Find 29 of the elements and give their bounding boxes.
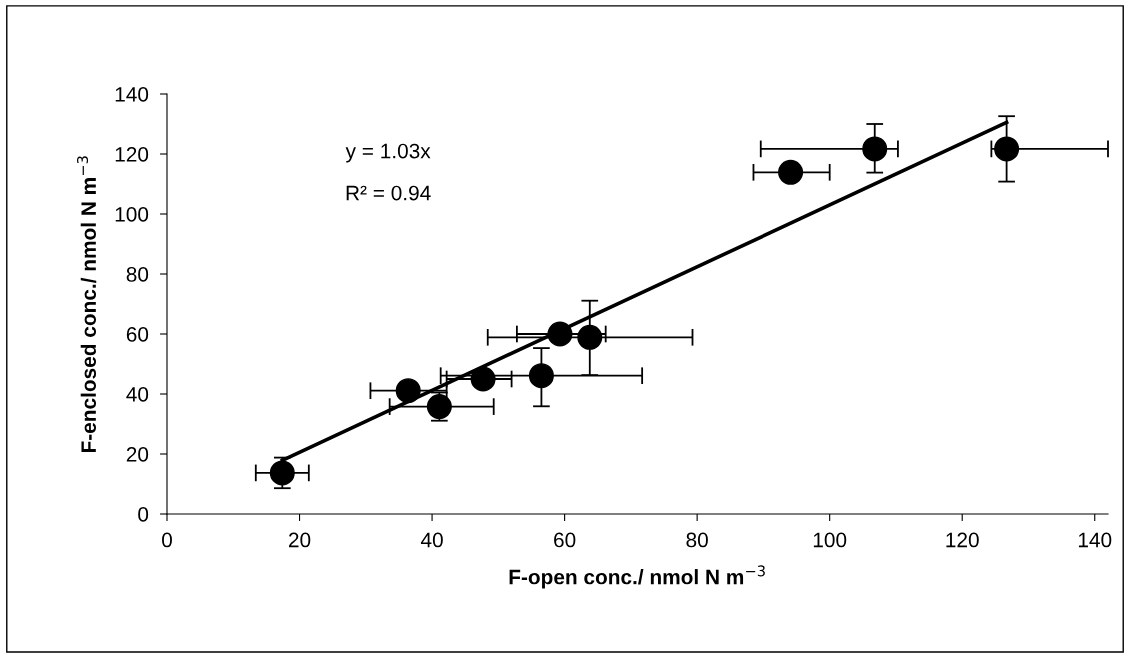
x-tick-label: 40 bbox=[420, 532, 443, 548]
y-tick-label: 80 bbox=[126, 267, 149, 282]
point bbox=[577, 324, 603, 350]
annotation: y = 1.03x bbox=[345, 143, 431, 163]
point bbox=[994, 136, 1020, 162]
x-axis-title: F-open conc./ nmol N m$^{−3}$ bbox=[509, 565, 765, 589]
point bbox=[395, 378, 421, 404]
y-tick-label: 0 bbox=[138, 507, 149, 522]
y-tick-label: 140 bbox=[115, 87, 149, 102]
y-tick-label: 60 bbox=[126, 327, 149, 342]
point bbox=[862, 136, 888, 162]
point bbox=[547, 321, 573, 347]
y-tick-label: 20 bbox=[126, 447, 149, 462]
y-axis-title: F-enclosed conc./ nmol N m$^{−3}$ bbox=[77, 156, 97, 453]
x-tick-label: 120 bbox=[946, 532, 979, 548]
annotation: R² = 0.94 bbox=[346, 185, 431, 201]
x-tick-label: 20 bbox=[289, 532, 311, 548]
point bbox=[470, 366, 496, 392]
x-tick-label: 60 bbox=[554, 532, 576, 548]
point bbox=[528, 363, 554, 389]
x-tick-label: 100 bbox=[813, 532, 847, 548]
point bbox=[778, 159, 804, 185]
x-tick-label: 0 bbox=[162, 532, 172, 548]
y-tick-label: 120 bbox=[115, 147, 149, 162]
x-tick-label: 140 bbox=[1078, 532, 1112, 548]
x-tick-label: 80 bbox=[686, 532, 708, 548]
point bbox=[269, 460, 295, 486]
y-tick-label: 40 bbox=[126, 387, 149, 402]
y-tick-label: 100 bbox=[115, 207, 149, 222]
